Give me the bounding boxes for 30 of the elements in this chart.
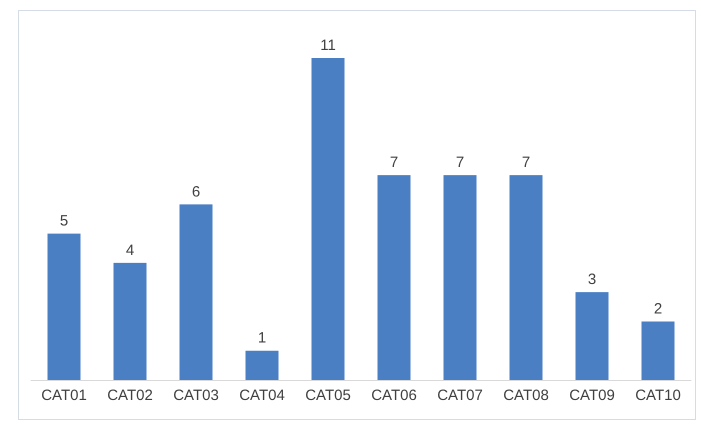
bar [312, 58, 344, 380]
x-tick-label: CAT02 [107, 387, 153, 404]
bar [642, 321, 674, 380]
data-label: 1 [258, 330, 266, 347]
x-tick-label: CAT04 [239, 387, 285, 404]
data-label: 2 [654, 300, 662, 318]
x-tick-label: CAT09 [569, 387, 615, 404]
x-tick-label: CAT10 [635, 387, 681, 404]
data-label: 7 [390, 154, 398, 172]
bar [180, 204, 212, 380]
bar [48, 234, 80, 380]
bar [114, 262, 146, 380]
x-tick-label: CAT05 [305, 387, 351, 404]
data-label: 6 [192, 183, 200, 200]
bar [510, 175, 542, 380]
x-tick-label: CAT08 [503, 387, 549, 404]
x-tick-label: CAT03 [173, 387, 219, 404]
x-tick-label: CAT06 [371, 387, 417, 404]
data-label: 5 [60, 212, 68, 230]
x-tick-label: CAT01 [41, 387, 87, 404]
bar [444, 175, 476, 380]
data-label: 3 [588, 271, 596, 288]
bar [576, 292, 608, 380]
data-label: 11 [320, 37, 336, 54]
data-label: 7 [522, 154, 530, 172]
bar [246, 350, 278, 380]
data-label: 7 [456, 154, 464, 172]
data-label: 4 [126, 242, 134, 259]
x-tick-label: CAT07 [437, 387, 483, 404]
bar [378, 175, 410, 380]
